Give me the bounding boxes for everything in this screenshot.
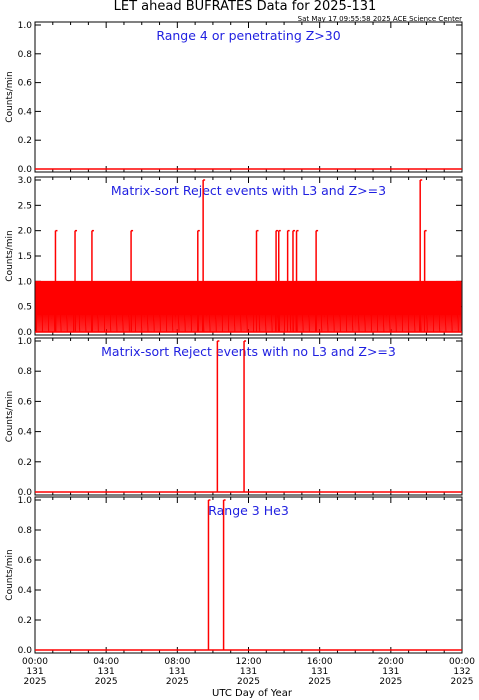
y-axis-label: Counts/min <box>5 391 15 442</box>
x-tick-year: 2025 <box>237 677 260 687</box>
x-tick-year: 2025 <box>24 677 47 687</box>
series-title: Matrix-sort Reject events with no L3 and… <box>101 344 396 359</box>
y-tick-label: 1.5 <box>18 252 32 262</box>
x-tick-time: 04:00 <box>93 657 119 667</box>
y-tick-label: 0.2 <box>18 136 32 146</box>
x-tick-doy: 132 <box>453 667 470 677</box>
y-tick-label: 0.8 <box>18 526 33 536</box>
y-tick-label: 0.8 <box>18 50 33 60</box>
x-tick-time: 00:00 <box>22 657 48 667</box>
x-tick-doy: 131 <box>382 667 399 677</box>
y-tick-label: 1.0 <box>18 21 33 31</box>
panel-4: 0.0 0.2 0.4 0.6 0.8 1.0 Counts/min Range 3 He3 <box>5 496 463 656</box>
y-tick-label: 0.4 <box>18 107 33 117</box>
y-tick-label: 2.0 <box>18 227 33 237</box>
x-tick-doy: 131 <box>311 667 328 677</box>
x-tick-year: 2025 <box>308 677 331 687</box>
plot-frame <box>34 21 463 173</box>
series-title: Range 3 He3 <box>208 503 289 518</box>
y-tick-label: 0.0 <box>18 646 33 656</box>
y-tick-label: 1.0 <box>18 337 33 347</box>
y-tick-label: 0.2 <box>18 458 32 468</box>
y-tick-label: 0.6 <box>18 397 33 407</box>
x-tick-year: 2025 <box>451 677 474 687</box>
series-title: Range 4 or penetrating Z>30 <box>156 28 340 43</box>
generation-timestamp: Sat May 17 09:55:58 2025 ACE Science Cen… <box>298 15 462 23</box>
panel-2: 0.0 0.5 1.0 1.5 2.0 2.5 3.0 Counts/min Matrix-so… <box>5 176 463 338</box>
y-axis-label: Counts/min <box>5 230 15 281</box>
y-axis-label: Counts/min <box>5 71 15 122</box>
data-series-counts <box>35 280 462 333</box>
y-tick-label: 2.5 <box>18 201 32 211</box>
y-tick-label: 1.0 <box>18 496 33 506</box>
x-tick-time: 00:00 <box>449 657 475 667</box>
y-tick-label: 1.0 <box>18 277 33 287</box>
y-tick-label: 0.6 <box>18 79 33 89</box>
x-tick-doy: 131 <box>240 667 257 677</box>
x-tick-doy: 131 <box>26 667 43 677</box>
x-tick-year: 2025 <box>166 677 189 687</box>
chart-title: LET ahead BUFRATES Data for 2025-131 <box>114 0 377 14</box>
x-tick-year: 2025 <box>95 677 118 687</box>
y-tick-label: 0.2 <box>18 616 32 626</box>
x-axis-label: UTC Day of Year <box>212 688 293 699</box>
x-tick-year: 2025 <box>379 677 402 687</box>
panel-1: 0.0 0.2 0.4 0.6 0.8 1.0 Counts/min Range 4 or p… <box>5 21 463 175</box>
x-tick-doy: 131 <box>169 667 186 677</box>
y-tick-label: 0.8 <box>18 367 33 377</box>
y-tick-label: 0.4 <box>18 586 33 596</box>
y-tick-label: 0.0 <box>18 488 33 498</box>
x-tick-time: 20:00 <box>378 657 404 667</box>
y-tick-label: 0.6 <box>18 556 33 566</box>
x-tick-time: 08:00 <box>164 657 190 667</box>
x-tick-doy: 131 <box>98 667 115 677</box>
y-tick-label: 0.0 <box>18 328 33 338</box>
y-axis-label: Counts/min <box>5 549 15 600</box>
plot-frame <box>34 496 463 654</box>
panel-3: 0.0 0.2 0.4 0.6 0.8 1.0 Counts/min Matrix-sort … <box>5 337 463 498</box>
y-tick-label: 0.0 <box>18 165 33 175</box>
plot-frame <box>34 337 463 496</box>
y-tick-label: 0.5 <box>18 303 32 313</box>
series-title: Matrix-sort Reject events with L3 and Z>… <box>111 183 386 198</box>
y-tick-label: 0.4 <box>18 428 33 438</box>
x-tick-time: 16:00 <box>307 657 333 667</box>
x-tick-time: 12:00 <box>236 657 262 667</box>
y-tick-label: 3.0 <box>18 176 33 186</box>
